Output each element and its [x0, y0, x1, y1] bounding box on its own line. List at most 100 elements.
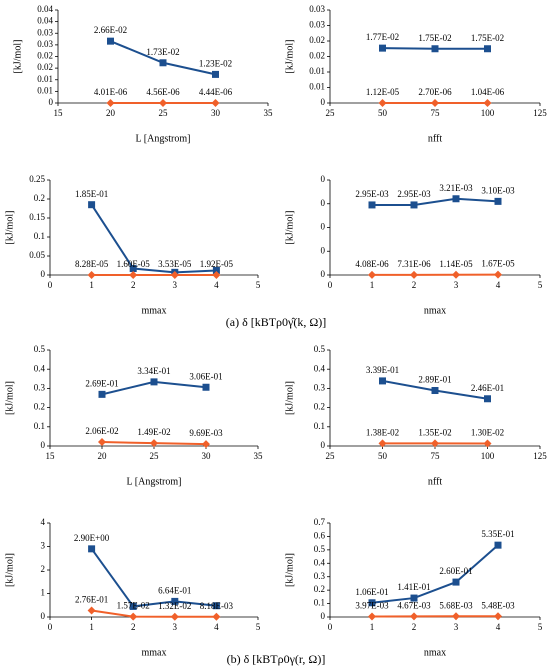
marker [368, 201, 376, 209]
value-label: 1.04E-06 [471, 87, 505, 97]
value-label: 1.35E-02 [418, 427, 451, 437]
marker [212, 270, 221, 279]
x-tick-label: 50 [378, 451, 388, 461]
marker [452, 195, 460, 203]
value-label: 3.97E-03 [355, 601, 389, 611]
marker [452, 578, 460, 586]
marker [410, 594, 418, 602]
x-tick-label: 25 [159, 108, 169, 118]
value-label: 1.85E-01 [75, 189, 108, 199]
marker [379, 44, 386, 52]
x-tick-label: 4 [214, 280, 219, 290]
y-tick-label: 0.7 [314, 517, 326, 527]
value-label: 1.14E-05 [439, 259, 473, 269]
x-tick-label: 125 [533, 451, 547, 461]
y-tick-label: 0.03 [37, 39, 53, 49]
y-tick-label: 0.02 [309, 35, 325, 45]
x-tick-label: 1 [89, 280, 94, 290]
series-line [372, 197, 499, 206]
value-label: 5.68E-03 [439, 600, 473, 610]
x-tick-label: 3 [173, 280, 178, 290]
marker [484, 45, 491, 53]
y-tick-label: 0 [321, 174, 326, 184]
value-label: 4.67E-03 [397, 600, 431, 610]
marker [202, 383, 210, 391]
y-tick-label: 0.5 [314, 344, 326, 354]
marker [129, 265, 137, 273]
value-label: 8.18E-03 [200, 601, 234, 611]
marker [170, 612, 179, 621]
y-tick-label: 0 [321, 245, 326, 255]
y-tick-label: 1 [41, 588, 46, 598]
marker [170, 270, 179, 279]
y-tick-label: 0.02 [309, 51, 325, 61]
value-label: 2.60E-01 [439, 566, 472, 576]
x-axis-label: nfft [428, 476, 442, 487]
marker [431, 387, 439, 395]
value-label: 9.69E-03 [189, 428, 223, 438]
value-label: 2.95E-03 [355, 189, 389, 199]
y-tick-label: 0.5 [34, 344, 46, 354]
x-tick-label: 3 [173, 622, 178, 632]
value-label: 1.92E-05 [200, 259, 234, 269]
value-label: 4.56E-06 [146, 87, 180, 97]
x-tick-label: 100 [481, 108, 495, 118]
x-tick-label: 1 [370, 622, 375, 632]
value-label: 3.34E-01 [137, 366, 170, 376]
x-tick-label: 30 [211, 108, 221, 118]
x-tick-label: 25 [326, 451, 336, 461]
y-axis-label: [kJ/mol] [12, 40, 23, 74]
value-label: 3.53E-05 [158, 259, 192, 269]
y-tick-label: 0.1 [314, 598, 325, 608]
value-label: 1.75E-02 [471, 33, 504, 43]
y-tick-label: 0 [41, 440, 46, 450]
y-tick-label: 0.02 [37, 62, 53, 72]
x-tick-label: 35 [254, 451, 264, 461]
y-tick-label: 0 [321, 97, 326, 107]
y-axis-label: [kJ/mol] [4, 553, 15, 587]
y-tick-label: 0.1 [34, 421, 45, 431]
marker [410, 612, 418, 621]
marker [159, 98, 167, 107]
y-tick-label: 0.2 [34, 193, 45, 203]
series-line [91, 609, 217, 618]
value-label: 5.48E-03 [481, 600, 515, 610]
y-tick-label: 0 [321, 440, 326, 450]
value-label: 2.90E+00 [74, 533, 110, 543]
marker [107, 37, 114, 45]
x-tick-label: 0 [328, 622, 333, 632]
value-label: 3.06E-01 [189, 371, 222, 381]
x-tick-label: 125 [533, 108, 547, 118]
x-tick-label: 100 [481, 451, 495, 461]
value-label: 2.46E-01 [471, 383, 504, 393]
marker [378, 439, 387, 448]
y-tick-label: 0 [41, 611, 46, 621]
marker [98, 438, 106, 447]
x-tick-label: 20 [98, 451, 108, 461]
value-label: 1.06E-01 [355, 587, 388, 597]
marker [483, 439, 492, 448]
x-tick-label: 2 [412, 622, 417, 632]
y-axis-label: [kJ/mol] [4, 211, 15, 245]
value-label: 2.89E-01 [418, 375, 451, 385]
marker [88, 201, 96, 209]
marker [494, 197, 502, 205]
y-tick-label: 0.04 [37, 16, 53, 26]
y-tick-label: 0.3 [314, 382, 326, 392]
x-tick-label: 5 [538, 280, 543, 290]
x-tick-label: 50 [378, 108, 388, 118]
marker [106, 98, 115, 107]
x-tick-label: 1 [370, 280, 375, 290]
marker [212, 612, 221, 621]
value-label: 1.32E-02 [158, 601, 191, 611]
x-tick-label: 15 [46, 451, 56, 461]
marker [150, 439, 158, 448]
marker [171, 597, 179, 605]
x-tick-label: 0 [48, 622, 53, 632]
marker [452, 270, 460, 279]
x-tick-label: 20 [106, 108, 116, 118]
marker [368, 612, 376, 621]
marker [129, 602, 137, 610]
marker [494, 612, 502, 621]
